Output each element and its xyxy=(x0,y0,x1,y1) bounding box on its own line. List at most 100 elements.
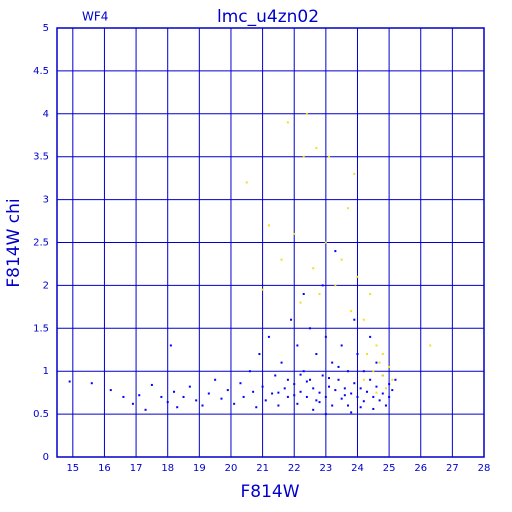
point xyxy=(286,121,289,124)
point xyxy=(264,399,267,402)
point xyxy=(375,391,378,394)
point xyxy=(372,395,375,398)
y-tick-label: 1 xyxy=(43,366,49,377)
x-tick-label: 20 xyxy=(225,463,238,474)
x-tick-label: 26 xyxy=(414,463,427,474)
point xyxy=(362,318,365,321)
point xyxy=(318,401,321,404)
y-tick-label: 3.5 xyxy=(33,152,49,163)
point xyxy=(318,391,321,394)
point xyxy=(384,387,387,390)
point xyxy=(293,383,296,386)
point xyxy=(296,402,299,405)
point xyxy=(239,382,242,385)
point xyxy=(356,353,359,356)
point xyxy=(328,385,331,388)
point xyxy=(331,404,334,407)
y-tick-label: 4 xyxy=(43,109,49,120)
point xyxy=(324,335,327,338)
point xyxy=(362,400,365,403)
point xyxy=(375,361,378,364)
point xyxy=(337,365,340,368)
point xyxy=(261,385,264,388)
point xyxy=(391,378,394,381)
point xyxy=(138,394,141,397)
chart-title: lmc_u4zn02 xyxy=(217,7,319,27)
x-tick-label: 21 xyxy=(256,463,269,474)
point xyxy=(318,292,321,295)
x-tick-label: 15 xyxy=(66,463,79,474)
point xyxy=(302,155,305,158)
y-tick-label: 2 xyxy=(43,280,49,291)
point xyxy=(150,383,153,386)
point xyxy=(261,288,264,291)
point xyxy=(277,404,280,407)
point xyxy=(378,361,381,364)
point xyxy=(375,385,378,388)
point xyxy=(122,395,125,398)
point xyxy=(384,404,387,407)
point xyxy=(182,395,185,398)
x-tick-label: 16 xyxy=(98,463,111,474)
point xyxy=(271,392,274,395)
point xyxy=(309,327,312,330)
x-tick-label: 27 xyxy=(446,463,459,474)
y-tick-label: 1.5 xyxy=(33,323,49,334)
x-tick-label: 24 xyxy=(351,463,364,474)
point xyxy=(309,378,312,381)
point xyxy=(372,407,375,410)
point xyxy=(328,377,331,380)
point xyxy=(340,397,343,400)
point xyxy=(343,394,346,397)
point xyxy=(365,353,368,356)
x-tick-label: 18 xyxy=(161,463,174,474)
point xyxy=(315,147,318,150)
point xyxy=(381,392,384,395)
point xyxy=(176,406,179,409)
point xyxy=(283,387,286,390)
point xyxy=(350,310,353,313)
point xyxy=(391,389,394,392)
point xyxy=(299,373,302,376)
point xyxy=(160,395,163,398)
point xyxy=(248,370,251,373)
point xyxy=(195,399,198,402)
point xyxy=(252,390,255,393)
point xyxy=(334,250,337,253)
point xyxy=(378,399,381,402)
point xyxy=(356,275,359,278)
point xyxy=(324,413,327,416)
point xyxy=(286,395,289,398)
point xyxy=(293,232,296,235)
point xyxy=(277,391,280,394)
point xyxy=(353,382,356,385)
point xyxy=(220,397,223,400)
point xyxy=(305,112,308,115)
point xyxy=(340,258,343,261)
plot-frame xyxy=(56,27,485,458)
point xyxy=(286,378,289,381)
point xyxy=(365,390,368,393)
point xyxy=(372,370,375,373)
point xyxy=(381,353,384,356)
point xyxy=(290,318,293,321)
point xyxy=(350,392,353,395)
point xyxy=(267,335,270,338)
point xyxy=(302,292,305,295)
x-tick-label: 19 xyxy=(193,463,206,474)
point xyxy=(131,402,134,405)
point xyxy=(356,395,359,398)
point xyxy=(296,344,299,347)
point xyxy=(394,378,397,381)
point xyxy=(312,267,315,270)
point xyxy=(255,406,258,409)
y-tick-label: 0.5 xyxy=(33,409,49,420)
x-tick-label: 23 xyxy=(319,463,332,474)
point xyxy=(280,361,283,364)
point xyxy=(293,394,296,397)
point xyxy=(144,408,147,411)
point xyxy=(334,284,337,287)
point xyxy=(299,390,302,393)
point xyxy=(328,155,331,158)
